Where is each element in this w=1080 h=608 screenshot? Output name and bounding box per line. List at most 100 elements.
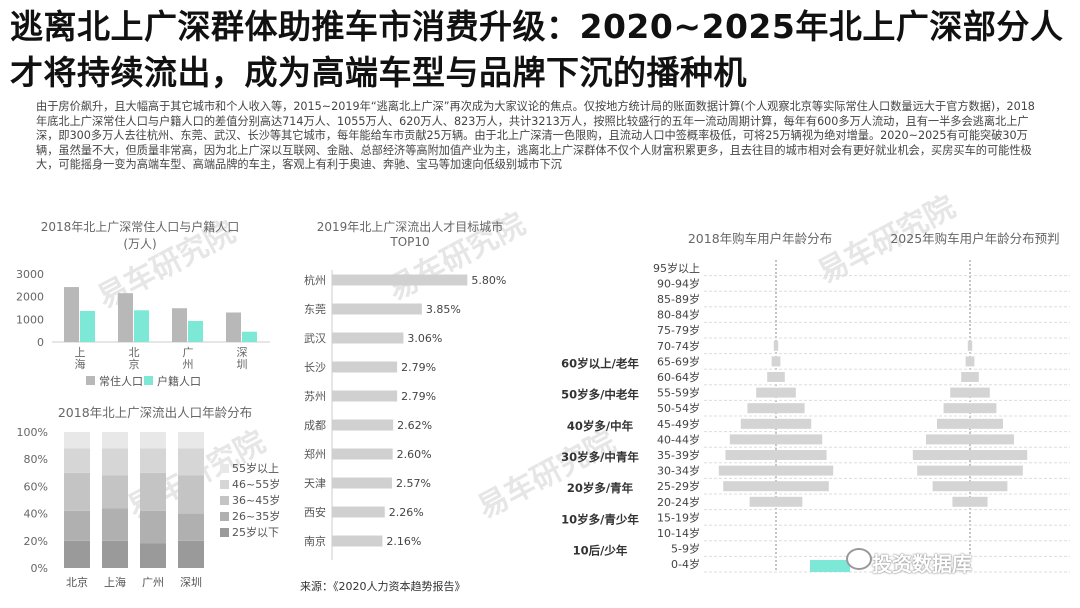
population-bar [718, 465, 834, 476]
bar [134, 310, 149, 342]
bar [118, 293, 133, 342]
y-tick-label: 杭州 [304, 273, 326, 287]
chart1-title: 2018年北上广深常住人口与户籍人口(万人) [40, 220, 240, 251]
stacked-bar-segment [102, 475, 128, 509]
population-bar [917, 465, 1023, 476]
age-label: 30-34岁 [657, 464, 700, 478]
data-label: 2.79% [401, 361, 436, 374]
legend-label: 55岁以上 [232, 461, 279, 475]
stacked-bar-segment [102, 508, 128, 541]
population-bar [723, 481, 829, 492]
y-tick-label: 郑州 [304, 447, 326, 461]
population-bar [725, 450, 827, 460]
bar [332, 332, 404, 344]
x-tick-label: 州 [183, 358, 194, 371]
chart2-title: 2018年北上广深流出人口年龄分布 [57, 405, 253, 420]
age-label: 90-94岁 [657, 276, 700, 290]
legend-swatch [810, 560, 850, 572]
age-label: 60-64岁 [657, 370, 700, 384]
population-bar [756, 387, 796, 398]
intro-paragraph: 由于房价飙升，且大幅高于其它城市和个人收入等，2015~2019年“逃离北上广深… [36, 100, 1035, 172]
population-bar [965, 356, 975, 367]
bar [64, 287, 79, 342]
age-label: 20-24岁 [657, 495, 700, 509]
bar [332, 448, 393, 460]
stacked-bar-segment [178, 432, 204, 449]
population-bar [749, 496, 803, 507]
chart4-title-2025: 2025年购车用户年龄分布预判 [890, 231, 1060, 246]
y-tick-label: 0% [31, 562, 48, 575]
stacked-bar-segment [64, 510, 90, 541]
population-bar [771, 356, 781, 367]
age-label: 80-84岁 [657, 308, 700, 322]
y-tick-label: 天津 [304, 477, 326, 490]
generation-label: 30岁多/中青年 [561, 450, 639, 464]
stacked-bar-segment [102, 448, 128, 476]
bar [332, 535, 383, 547]
bar [332, 274, 468, 286]
bar [332, 361, 398, 373]
generation-label: 10岁多/青少年 [561, 512, 639, 526]
bar [332, 506, 385, 518]
stacked-bar-segment [64, 472, 90, 511]
data-label: 2.16% [386, 535, 421, 548]
age-label: 95岁以上 [653, 261, 700, 275]
y-tick-label: 80% [24, 453, 48, 466]
age-label: 35-39岁 [657, 448, 700, 462]
data-label: 2.57% [396, 477, 431, 490]
x-tick-label: 海 [75, 357, 86, 371]
generation-label: 10后/少年 [573, 544, 628, 558]
bar [332, 419, 394, 431]
y-tick-label: 1000 [16, 313, 44, 326]
population-bar [950, 387, 990, 398]
y-tick-label: 苏州 [304, 390, 326, 403]
legend-swatch [220, 480, 229, 489]
page-title: 逃离北上广深群体助推车市消费升级：2020~2025年北上广深部分人才将持续流出… [10, 7, 1064, 92]
legend-label: 常住人口 [99, 374, 143, 388]
age-label: 25-29岁 [657, 479, 700, 493]
population-bar [961, 372, 979, 382]
legend-swatch [86, 376, 95, 385]
y-tick-label: 成都 [304, 419, 326, 432]
legend-swatch [220, 528, 229, 537]
stacked-bar-segment [178, 475, 204, 514]
bar [332, 390, 398, 402]
population-bar [926, 434, 1014, 445]
age-label: 85-89岁 [657, 292, 700, 306]
age-label: 0-4岁 [671, 557, 700, 571]
y-tick-label: 武汉 [304, 332, 326, 345]
stacked-bar-segment [140, 448, 166, 473]
stacked-bar-segment [102, 432, 128, 449]
y-tick-label: 20% [24, 535, 48, 548]
stacked-bar-segment [140, 510, 166, 544]
stacked-bar-segment [102, 540, 128, 568]
population-bar [943, 403, 997, 414]
x-tick-label: 上 [75, 346, 86, 359]
bar [242, 331, 257, 342]
bar [188, 320, 203, 342]
population-bar [773, 340, 779, 351]
x-tick-label: 北京 [66, 575, 88, 589]
y-tick-label: 西安 [304, 505, 326, 519]
bar [226, 312, 241, 342]
data-label: 2.79% [401, 390, 436, 403]
age-label: 65-69岁 [657, 354, 700, 368]
population-bar [747, 403, 805, 414]
stacked-bar-segment [178, 540, 204, 568]
population-bar [932, 481, 1008, 492]
bar [172, 308, 187, 342]
chart3-title: 2019年北上广深流出人才目标城市TOP10 [316, 220, 504, 249]
data-label: 3.85% [426, 303, 461, 316]
stacked-bar-segment [178, 448, 204, 476]
legend-label: 26~35岁 [232, 509, 280, 523]
x-tick-label: 京 [129, 357, 140, 371]
age-outflow-stacked-chart: 0% 20% 40% 60% 80% 100% 北京 上海 广州 深圳 55岁以上 46~55岁 36~… [17, 426, 281, 589]
chart4-title-2018: 2018年购车用户年龄分布 [687, 231, 833, 246]
population-bar [952, 496, 988, 507]
y-tick-label: 长沙 [304, 361, 326, 374]
data-label: 3.06% [407, 332, 442, 345]
population-bar [967, 340, 973, 351]
bar [332, 303, 422, 315]
stacked-bar-segment [140, 543, 166, 568]
